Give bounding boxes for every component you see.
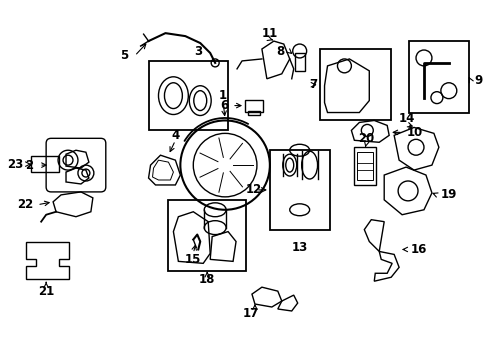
Text: 14: 14: [398, 112, 414, 125]
Bar: [247, 111, 260, 114]
Text: 15: 15: [185, 253, 201, 266]
Text: 6: 6: [220, 99, 227, 112]
Text: 16: 16: [410, 243, 427, 256]
Text: 23: 23: [7, 158, 23, 171]
Bar: [148, 61, 227, 130]
Text: 5: 5: [120, 49, 128, 63]
Text: 21: 21: [38, 285, 54, 298]
Text: 11: 11: [261, 27, 277, 40]
Text: 19: 19: [440, 188, 456, 201]
Bar: [168, 200, 245, 271]
Bar: [269, 150, 329, 230]
Text: 8: 8: [276, 45, 284, 58]
Text: 1: 1: [219, 89, 227, 102]
Text: 17: 17: [243, 307, 259, 320]
Text: 4: 4: [171, 129, 179, 142]
Text: 20: 20: [357, 132, 374, 145]
Text: 9: 9: [474, 74, 482, 87]
Text: 3: 3: [194, 45, 202, 58]
Text: 13: 13: [291, 241, 307, 254]
Text: 18: 18: [199, 273, 215, 286]
Bar: [244, 100, 263, 112]
Text: 22: 22: [17, 198, 33, 211]
Bar: [357, 152, 372, 180]
Bar: [31, 156, 59, 172]
Text: 2: 2: [25, 159, 33, 172]
Bar: [319, 49, 390, 121]
Bar: [294, 53, 304, 71]
Text: 10: 10: [406, 126, 423, 139]
Text: 12: 12: [245, 184, 262, 197]
Bar: [408, 41, 468, 113]
Bar: [354, 147, 375, 185]
Text: 7: 7: [309, 78, 317, 91]
